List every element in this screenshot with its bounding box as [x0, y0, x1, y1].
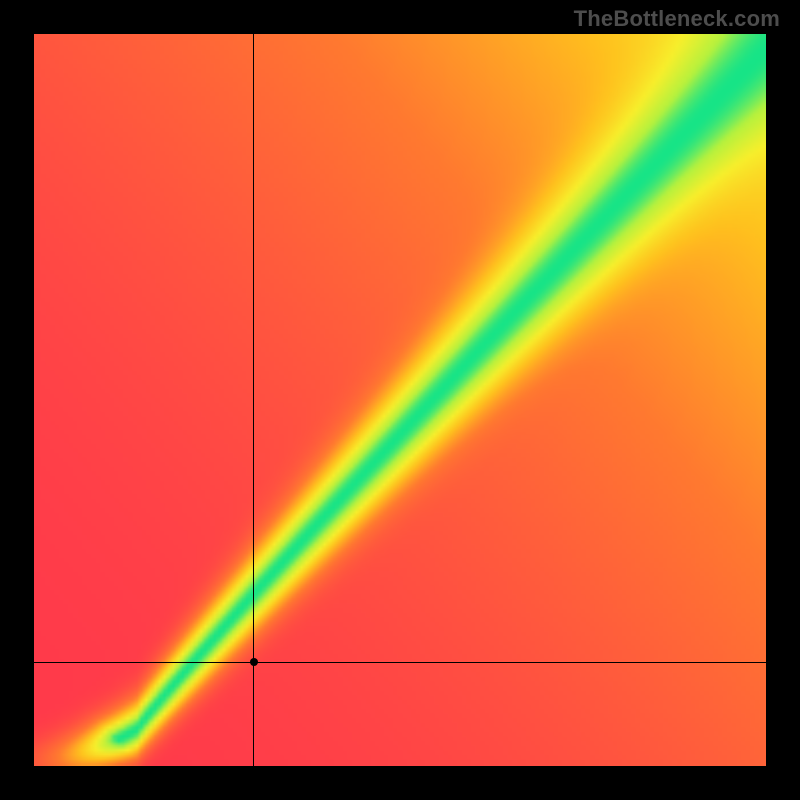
- chart-container: TheBottleneck.com: [0, 0, 800, 800]
- watermark-text: TheBottleneck.com: [574, 6, 780, 32]
- plot-area: [34, 34, 766, 766]
- crosshair-horizontal: [34, 662, 766, 663]
- heatmap-canvas: [34, 34, 766, 766]
- crosshair-marker: [250, 658, 258, 666]
- crosshair-vertical: [253, 34, 254, 766]
